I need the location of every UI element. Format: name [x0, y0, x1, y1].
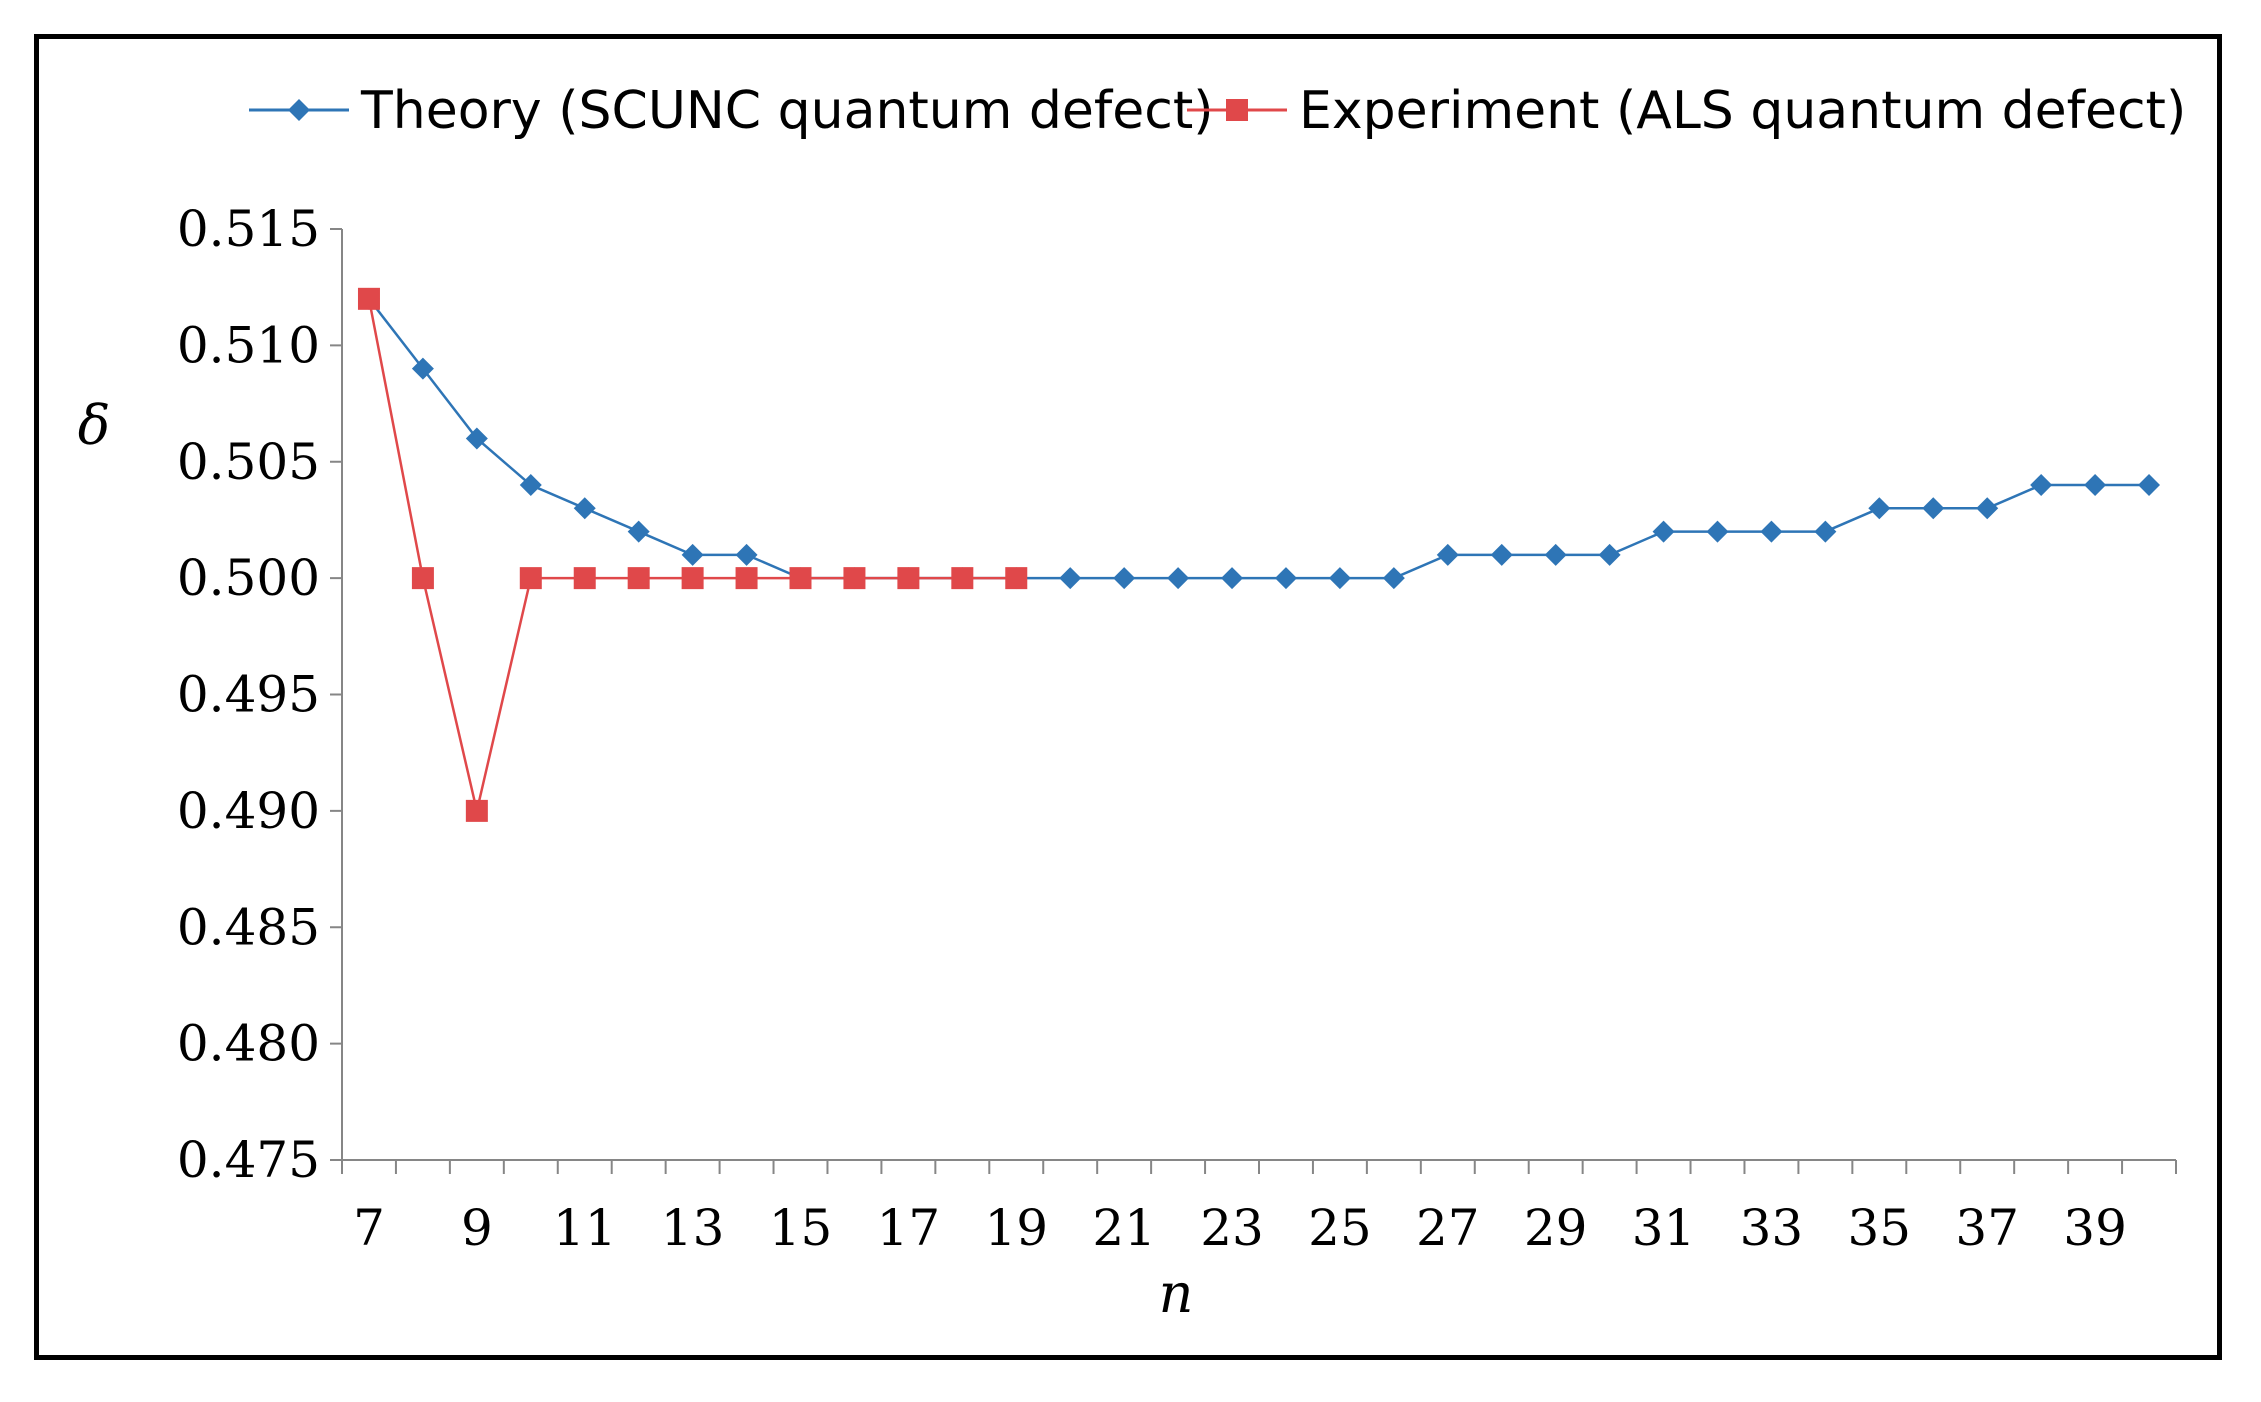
- data-point: [735, 543, 758, 566]
- y-axis: 0.515 0.510 0.505 0.500 0.495 0.490 0.485 0.480…: [177, 200, 343, 1189]
- series-line: [367, 298, 2150, 580]
- data-point: [519, 567, 542, 590]
- chart-frame: Theory (SCUNC quantum defect) Experiment…: [34, 34, 2222, 1360]
- data-point: [1490, 543, 1513, 566]
- data-point: [1328, 567, 1351, 590]
- legend-label-theory: Theory (SCUNC quantum defect): [360, 81, 1214, 141]
- y-tick-label: 0.485: [177, 898, 320, 956]
- y-tick-label: 0.495: [177, 666, 320, 724]
- x-tick-label: 15: [769, 1199, 833, 1257]
- x-tick-label: 39: [2063, 1199, 2127, 1257]
- x-tick-label: 29: [1524, 1199, 1588, 1257]
- data-point: [627, 520, 650, 543]
- data-point: [1274, 567, 1297, 590]
- data-point: [573, 567, 596, 590]
- x-tick-label: 25: [1308, 1199, 1372, 1257]
- x-tick-label: 31: [1632, 1199, 1696, 1257]
- data-point: [1113, 567, 1136, 590]
- x-tick-label: 17: [877, 1199, 941, 1257]
- legend-item-experiment[interactable]: Experiment (ALS quantum defect): [1187, 81, 2186, 141]
- legend-label-experiment: Experiment (ALS quantum defect): [1299, 81, 2186, 141]
- data-point: [843, 567, 866, 590]
- data-point: [573, 497, 596, 520]
- data-point: [1059, 567, 1082, 590]
- data-point: [735, 567, 758, 590]
- data-point: [1005, 567, 1028, 590]
- line-chart: Theory (SCUNC quantum defect) Experiment…: [78, 81, 2186, 1325]
- series-experiment: [357, 287, 1028, 822]
- data-point: [681, 567, 704, 590]
- y-tick-label: 0.480: [177, 1015, 320, 1073]
- data-point: [357, 287, 380, 310]
- data-point: [1976, 497, 1999, 520]
- data-point: [2138, 474, 2161, 497]
- data-point: [897, 567, 920, 590]
- x-tick-label: 21: [1092, 1199, 1156, 1257]
- x-tick-label: 37: [1955, 1199, 2019, 1257]
- data-point: [1652, 520, 1675, 543]
- series-layer: [357, 287, 2161, 822]
- data-point: [627, 567, 650, 590]
- x-tick-label: 33: [1740, 1199, 1804, 1257]
- x-tick-label: 9: [461, 1199, 493, 1257]
- y-tick-label: 0.490: [177, 782, 320, 840]
- data-point: [465, 799, 488, 822]
- data-point: [411, 357, 434, 380]
- data-point: [1382, 567, 1405, 590]
- x-tick-label: 19: [984, 1199, 1048, 1257]
- data-point: [465, 427, 488, 450]
- data-point: [1868, 497, 1891, 520]
- legend: Theory (SCUNC quantum defect) Experiment…: [249, 81, 2186, 141]
- data-point: [1760, 520, 1783, 543]
- series-theory: [357, 287, 2161, 590]
- data-point: [2084, 474, 2107, 497]
- legend-item-theory[interactable]: Theory (SCUNC quantum defect): [249, 81, 1214, 141]
- y-tick-label: 0.515: [177, 200, 320, 258]
- x-axis: 7 9 11 13 15 17 19 21 23 25 27 29 31 33 35 37 39: [341, 1159, 2177, 1257]
- data-point: [1436, 543, 1459, 566]
- data-point: [1706, 520, 1729, 543]
- y-axis-title: δ: [78, 394, 111, 457]
- x-tick-label: 35: [1848, 1199, 1912, 1257]
- data-point: [681, 543, 704, 566]
- data-point: [1598, 543, 1621, 566]
- data-point: [1922, 497, 1945, 520]
- y-tick-label: 0.505: [177, 433, 320, 491]
- x-tick-label: 11: [553, 1199, 617, 1257]
- x-tick-label: 27: [1416, 1199, 1480, 1257]
- y-tick-label: 0.510: [177, 316, 320, 374]
- x-tick-label: 23: [1200, 1199, 1264, 1257]
- data-point: [1167, 567, 1190, 590]
- x-tick-label: 13: [661, 1199, 725, 1257]
- data-point: [1544, 543, 1567, 566]
- y-tick-label: 0.500: [177, 549, 320, 607]
- y-tick-label: 0.475: [177, 1131, 320, 1189]
- data-point: [951, 567, 974, 590]
- data-point: [411, 567, 434, 590]
- data-point: [1814, 520, 1837, 543]
- legend-marker-theory: [288, 99, 310, 121]
- data-point: [1221, 567, 1244, 590]
- x-axis-title: n: [1159, 1262, 1194, 1325]
- data-point: [519, 474, 542, 497]
- data-point: [789, 567, 812, 590]
- x-tick-label: 7: [353, 1199, 385, 1257]
- data-point: [2030, 474, 2053, 497]
- legend-marker-experiment: [1226, 99, 1248, 121]
